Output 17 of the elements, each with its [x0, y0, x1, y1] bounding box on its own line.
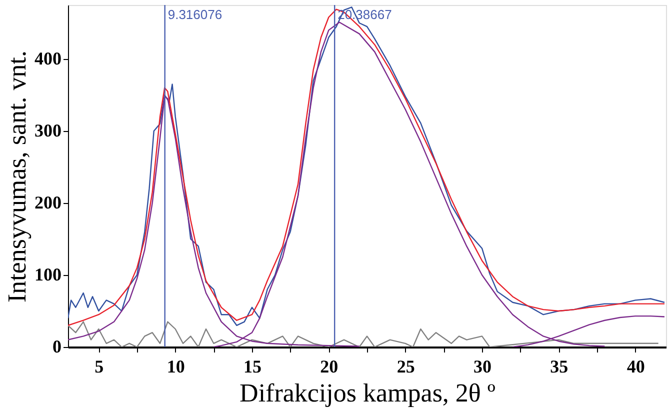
- line-series: [68, 321, 659, 347]
- ref-line-label: 9.316076: [168, 7, 222, 22]
- x-tick-label: 40: [626, 356, 645, 376]
- x-tick-label: 35: [550, 356, 568, 376]
- x-axis-title: Difrakcijos kampas, 2θ º: [240, 378, 496, 408]
- y-tick-label: 100: [34, 264, 62, 284]
- y-tick-label: 200: [34, 192, 62, 212]
- x-tick-label: 20: [320, 356, 338, 376]
- y-tick-label: 300: [34, 120, 62, 140]
- x-tick-label: 10: [166, 356, 185, 376]
- y-tick-label: 400: [34, 48, 62, 68]
- x-tick-label: 30: [474, 356, 492, 376]
- x-tick-label: 5: [94, 356, 104, 376]
- x-tick-label: 15: [244, 356, 262, 376]
- x-tick-label: 25: [396, 356, 415, 376]
- y-axis-title: Intensyvumas, sant. vnt.: [2, 50, 32, 303]
- y-tick-label: 0: [52, 336, 62, 356]
